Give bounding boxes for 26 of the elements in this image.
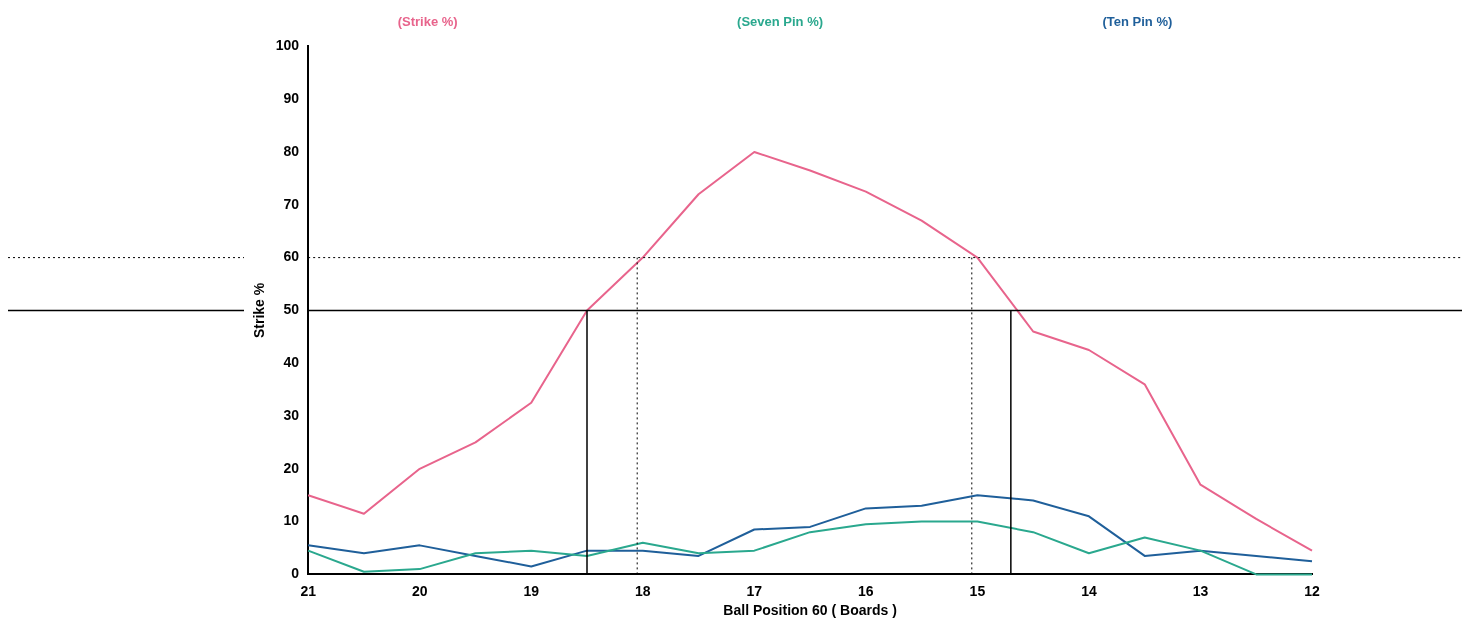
x-tick-label: 13 — [1192, 582, 1209, 599]
text: (Strike %) — [397, 14, 458, 29]
text: (Ten Pin %) — [1102, 14, 1173, 29]
y-tick-label: 60 — [283, 248, 300, 265]
y-tick-label: 0 — [291, 565, 300, 582]
x-tick-label: 18 — [634, 582, 651, 599]
x-tick-label: 15 — [969, 582, 986, 599]
x-tick-label: 19 — [523, 582, 540, 599]
y-axis-title: Strike % — [251, 282, 268, 339]
x-axis-title: Ball Position 60 ( Boards ) — [723, 602, 897, 619]
x-tick-label: 20 — [411, 582, 428, 599]
x-tick-label: 14 — [1081, 582, 1097, 599]
y-tick-label: 40 — [283, 354, 300, 371]
y-tick-label: 50 — [283, 301, 300, 318]
y-tick-label: 10 — [283, 512, 300, 529]
y-tick-label: 20 — [283, 459, 300, 476]
y-tick-label: 100 — [275, 37, 300, 54]
x-tick-label: 16 — [858, 582, 874, 599]
y-tick-label: 90 — [283, 90, 300, 107]
y-tick-label: 70 — [283, 195, 300, 212]
x-tick-label: 17 — [746, 582, 763, 599]
y-tick-label: 80 — [283, 142, 300, 159]
y-tick-label: 30 — [283, 406, 300, 423]
x-tick-label: 21 — [300, 582, 317, 599]
x-tick-label: 12 — [1304, 582, 1320, 599]
text: (Seven Pin %) — [737, 14, 824, 29]
